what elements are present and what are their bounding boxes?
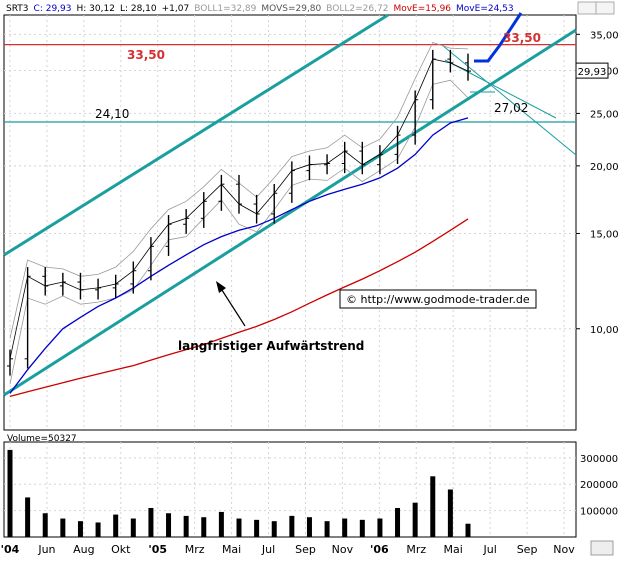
volume-bar xyxy=(271,521,277,537)
copyright-box xyxy=(339,289,537,309)
last-price-label: 29,93 xyxy=(578,67,607,78)
x-tick-label: Mai xyxy=(444,543,463,556)
annotation-arrowhead xyxy=(216,281,226,293)
y-tick-label: 35,00 xyxy=(590,30,618,41)
header-part: MovE=24,53 xyxy=(456,4,514,14)
last-price-box xyxy=(575,62,609,79)
x-tick-label: Sep xyxy=(517,543,538,556)
x-tick-label: Jul xyxy=(261,543,275,556)
volume-tick-label: 200000 xyxy=(580,480,618,491)
annotation-arrow xyxy=(219,286,246,327)
y-tick-label: 25,00 xyxy=(590,109,618,120)
downtrend-line-upper xyxy=(441,44,577,156)
upper-channel-line xyxy=(3,13,389,257)
x-tick-label: '06 xyxy=(370,543,389,556)
volume-tick-label: 100000 xyxy=(580,507,618,518)
volume-bar xyxy=(236,518,242,537)
volume-bar xyxy=(430,476,436,537)
x-tick-label: Jun xyxy=(37,543,55,556)
volume-bar xyxy=(183,515,189,537)
annotation-text: © http://www.godmode-trader.de xyxy=(346,293,530,306)
annotation-text: 33,50 xyxy=(127,48,165,62)
resistance-label-right: 33,50 xyxy=(503,31,541,45)
x-tick-label: Mrz xyxy=(406,543,426,556)
volume-bar xyxy=(218,511,224,537)
volume-bar xyxy=(306,517,312,537)
volume-bar xyxy=(95,522,101,537)
volume-bar xyxy=(166,513,172,537)
y-tick-label: 15,00 xyxy=(590,229,618,240)
volume-bar xyxy=(447,489,453,537)
header-part: L: 28,10 xyxy=(120,4,157,14)
x-tick-label: '05 xyxy=(148,543,167,556)
lower-channel-line xyxy=(3,28,577,397)
x-tick-label: '04 xyxy=(1,543,20,556)
moving-average-fast-line xyxy=(9,117,469,394)
volume-bar xyxy=(289,515,295,537)
volume-bar xyxy=(7,449,13,537)
volume-bar xyxy=(148,507,154,537)
x-tick-label: Mai xyxy=(222,543,241,556)
header-part: BOLL2=26,72 xyxy=(326,4,388,14)
volume-bar xyxy=(77,521,83,537)
header-part: H: 30,12 xyxy=(77,4,115,14)
header-part: MovE=15,96 xyxy=(393,4,451,14)
x-tick-label: Mrz xyxy=(185,543,205,556)
volume-bar xyxy=(201,517,207,537)
corner-logo-box xyxy=(590,540,614,556)
volume-bar xyxy=(324,521,330,537)
volume-title: Volume=50327 xyxy=(7,434,77,444)
header-part: MOVS=29,80 xyxy=(261,4,321,14)
header-part: BOLL1=32,89 xyxy=(194,4,256,14)
y-tick-label: 20,00 xyxy=(590,162,618,173)
volume-bar xyxy=(342,518,348,537)
header-part: +1,07 xyxy=(162,4,190,14)
volume-bar xyxy=(254,519,260,537)
volume-bar xyxy=(60,518,66,537)
volume-bar xyxy=(130,518,136,537)
downtrend-line-lower xyxy=(444,59,557,119)
volume-bar xyxy=(113,514,119,537)
volume-bar xyxy=(465,523,471,537)
header-part: SRT3 xyxy=(6,4,29,14)
x-tick-label: Jul xyxy=(482,543,496,556)
y-tick-label: 10,00 xyxy=(590,325,618,336)
volume-bar xyxy=(412,502,418,537)
volume-tick-label: 300000 xyxy=(580,454,618,465)
chart-header: SRT3 C: 29,93 H: 30,12 L: 28,10 +1,07 BOLL1=3… xyxy=(6,4,514,14)
volume-bar xyxy=(377,518,383,537)
volume-bar xyxy=(359,519,365,537)
annotation-text: langfristiger Aufwärtstrend xyxy=(178,339,364,353)
header-part: C: 29,93 xyxy=(34,4,72,14)
x-tick-label: Nov xyxy=(332,543,354,556)
volume-bar xyxy=(42,513,48,537)
x-tick-label: Nov xyxy=(553,543,575,556)
volume-bar xyxy=(25,497,31,537)
annotation-text: 24,10 xyxy=(95,107,129,121)
x-tick-label: Aug xyxy=(73,543,94,556)
x-tick-label: Sep xyxy=(295,543,316,556)
moving-average-slow-line xyxy=(9,218,469,398)
x-tick-label: Okt xyxy=(111,543,131,556)
projection-arrow xyxy=(474,12,523,63)
annotation-text: 27,02 xyxy=(494,101,528,115)
volume-bar xyxy=(395,507,401,537)
bollinger-lower-line xyxy=(9,79,469,385)
price-panel-frame xyxy=(3,14,577,431)
